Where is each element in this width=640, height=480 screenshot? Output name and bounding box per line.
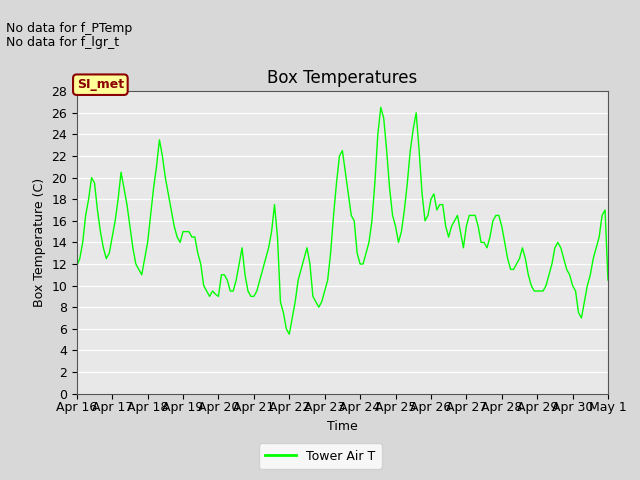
Text: SI_met: SI_met: [77, 78, 124, 91]
X-axis label: Time: Time: [327, 420, 358, 433]
Text: No data for f_lgr_t: No data for f_lgr_t: [6, 36, 120, 49]
Text: No data for f_PTemp: No data for f_PTemp: [6, 22, 132, 35]
Title: Box Temperatures: Box Temperatures: [268, 69, 417, 87]
Y-axis label: Box Temperature (C): Box Temperature (C): [33, 178, 45, 307]
Legend: Tower Air T: Tower Air T: [259, 444, 381, 469]
